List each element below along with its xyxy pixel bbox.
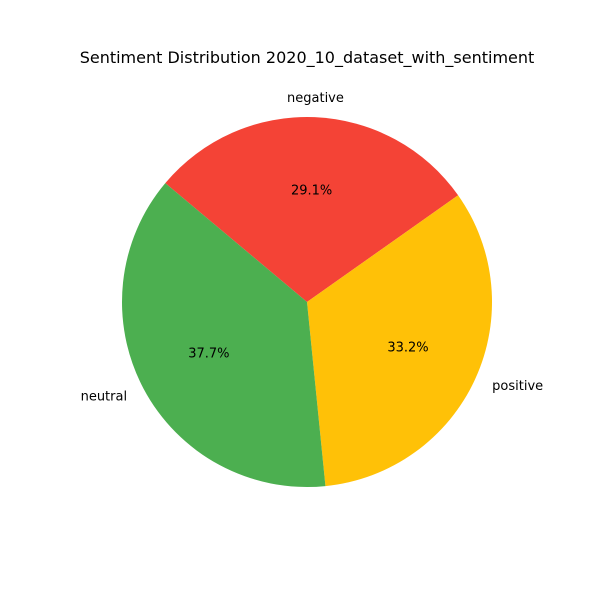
slice-label-positive: positive [492, 379, 543, 394]
pie-slice-positive [307, 195, 493, 487]
pct-label-neutral: 37.7% [188, 346, 229, 361]
pie-labels: negative 29.1% positive 33.2% neutral 37.7% [81, 91, 544, 404]
pie-slice-neutral [121, 183, 326, 487]
pie-slices [121, 117, 493, 487]
slice-label-neutral: neutral [81, 390, 128, 405]
pct-label-positive: 33.2% [387, 341, 428, 356]
pie-slice-negative [165, 117, 459, 303]
chart-title: Sentiment Distribution 2020_10_dataset_w… [80, 48, 535, 68]
slice-label-negative: negative [287, 91, 344, 106]
pct-label-negative: 29.1% [291, 184, 332, 199]
